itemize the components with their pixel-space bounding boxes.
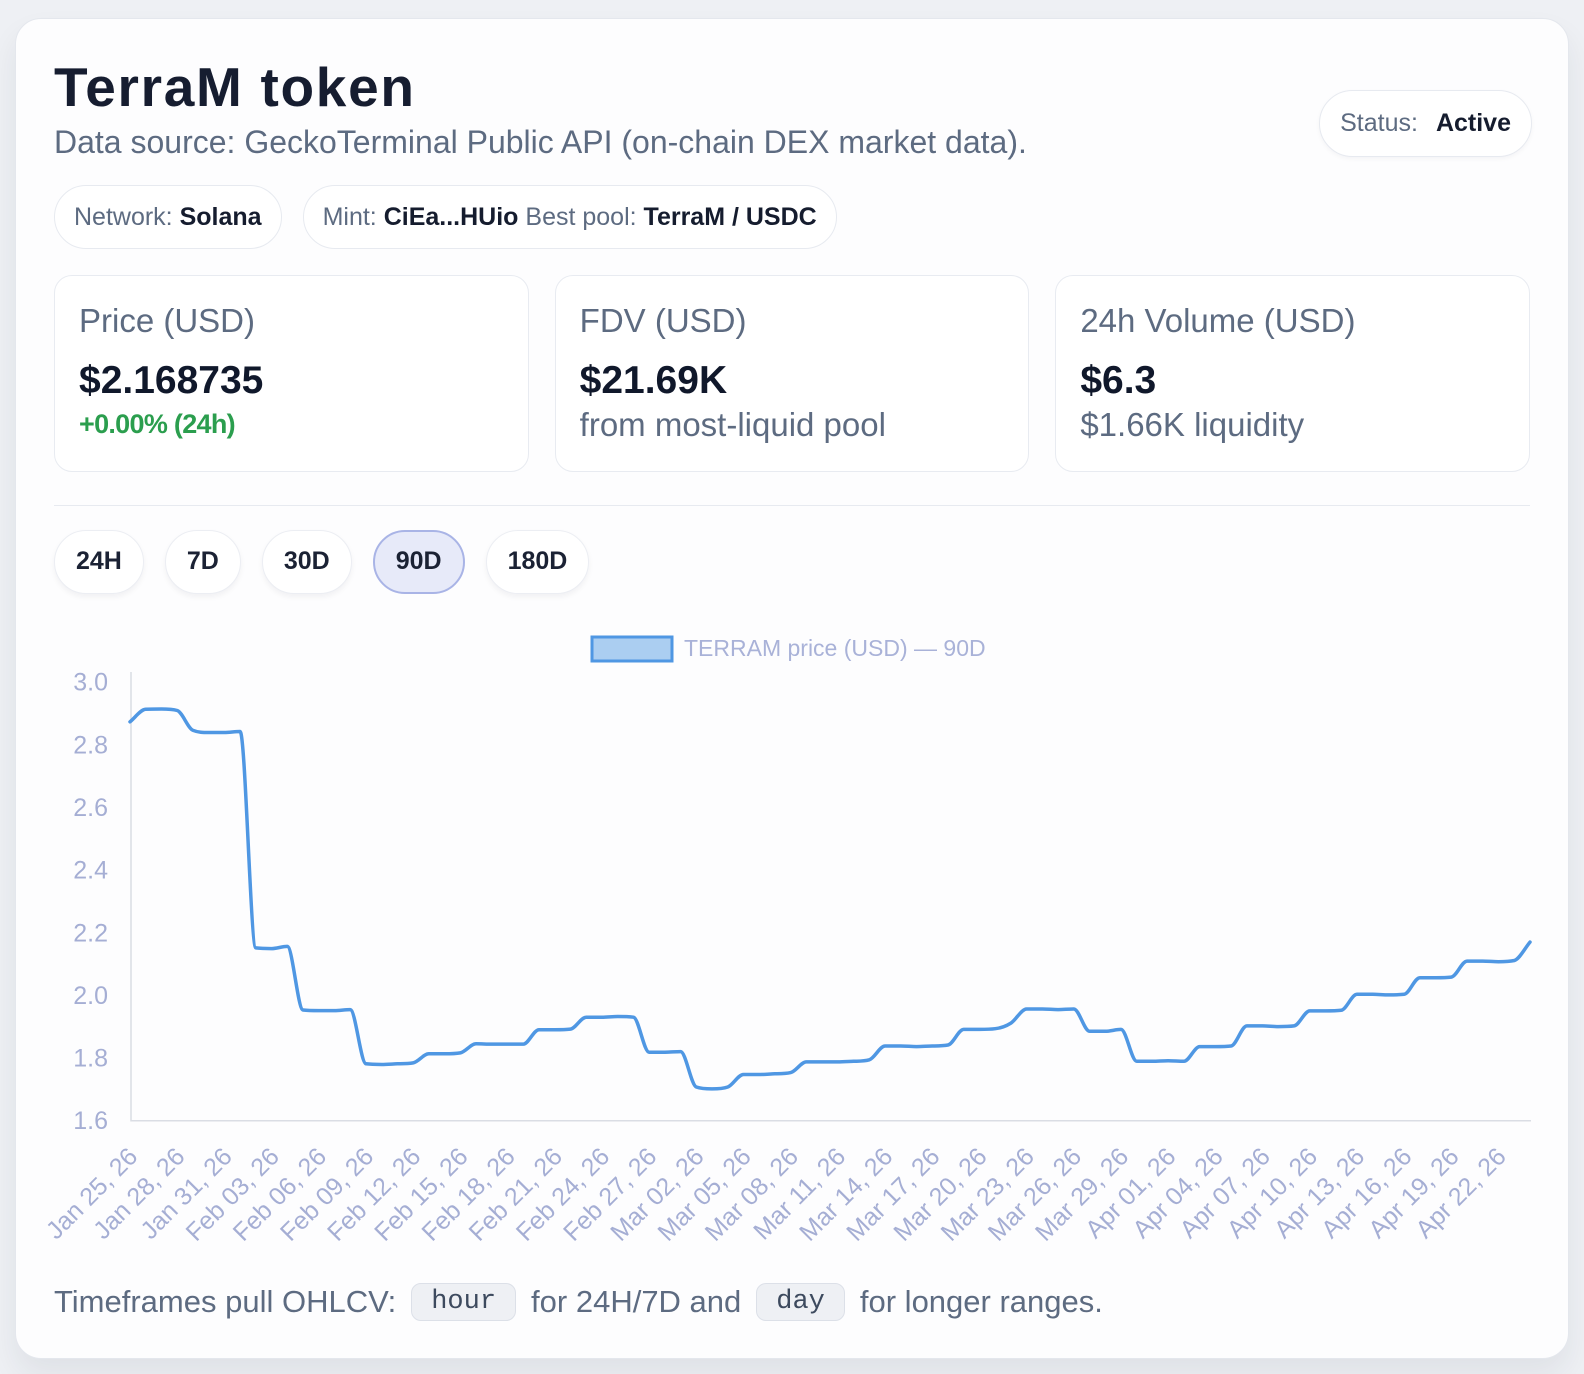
- svg-text:2.6: 2.6: [73, 794, 108, 822]
- svg-text:3.0: 3.0: [73, 669, 108, 697]
- svg-text:1.8: 1.8: [73, 1045, 108, 1073]
- svg-text:2.8: 2.8: [73, 731, 108, 759]
- svg-text:2.0: 2.0: [73, 982, 108, 1010]
- svg-text:2.2: 2.2: [73, 919, 108, 947]
- svg-text:1.6: 1.6: [73, 1107, 108, 1135]
- svg-text:TERRAM price (USD) — 90D: TERRAM price (USD) — 90D: [684, 635, 986, 661]
- svg-text:2.4: 2.4: [73, 857, 108, 885]
